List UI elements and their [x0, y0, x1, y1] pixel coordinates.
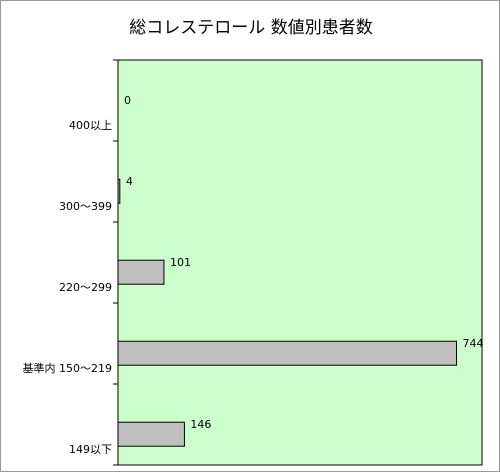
- bar: [117, 178, 121, 204]
- plot-area: [117, 59, 483, 466]
- bar: [117, 340, 458, 366]
- tick-label: 400以上: [69, 119, 112, 132]
- bar: [117, 421, 185, 447]
- tick-label: 220～299: [59, 281, 112, 294]
- data-label: 4: [126, 175, 133, 188]
- tick-label: 149以下: [69, 443, 112, 456]
- bar: [117, 259, 165, 285]
- data-label: 146: [190, 418, 211, 431]
- data-label: 101: [170, 256, 191, 269]
- data-label: 0: [124, 94, 131, 107]
- tick-label: 300～399: [59, 200, 112, 213]
- tick-label: 基準内 150～219: [23, 361, 113, 375]
- chart-title: 総コレステロール 数値別患者数: [129, 18, 373, 38]
- data-label: 744: [463, 337, 484, 350]
